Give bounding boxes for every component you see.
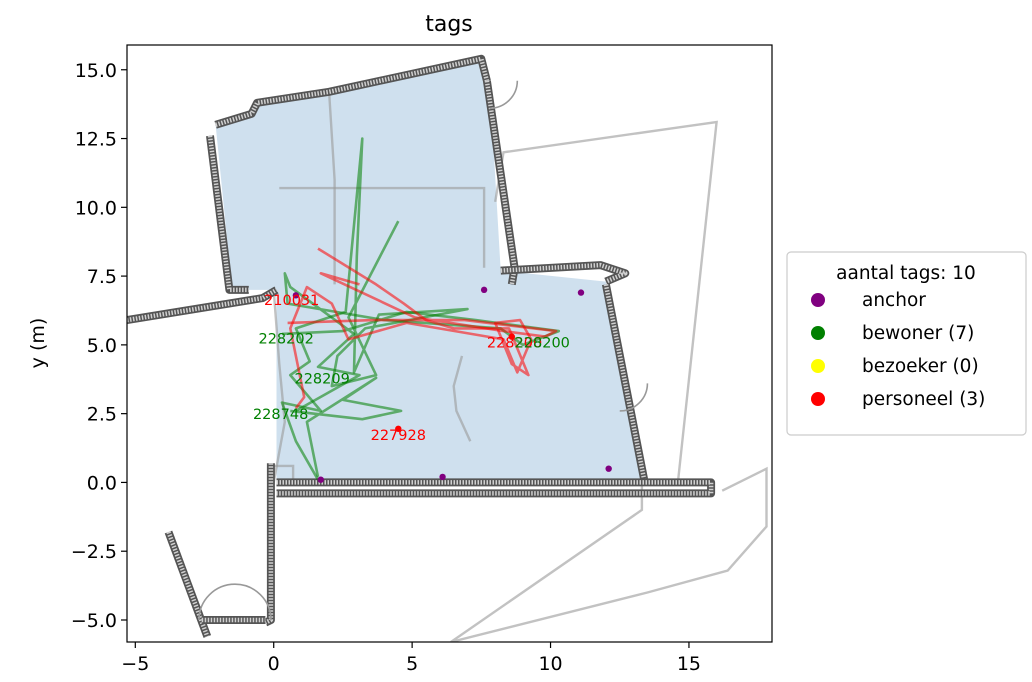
- wall-hatch: [276, 480, 714, 496]
- door-arc: [198, 583, 272, 620]
- walls: [127, 54, 716, 638]
- x-tick-label: 15: [677, 653, 701, 675]
- wall-hatch: [207, 135, 249, 293]
- y-tick-label: 0.0: [87, 472, 117, 494]
- track-bewoner-2: [290, 376, 403, 478]
- x-tick-label: 10: [538, 653, 562, 675]
- x-tick-label: 0: [268, 653, 280, 675]
- tag-label: 228200: [515, 336, 570, 352]
- y-tick-label: 15.0: [75, 60, 117, 82]
- track-bewoner-0: [280, 137, 469, 481]
- floor-area: [215, 58, 645, 483]
- legend-marker: [811, 326, 825, 340]
- anchor-point: [292, 292, 300, 299]
- anchor-point: [605, 465, 612, 472]
- track-personeel-4: [287, 271, 558, 338]
- x-tick-label: −5: [121, 653, 149, 675]
- tag-label: 228200: [487, 336, 542, 352]
- anchor-point: [439, 473, 446, 481]
- y-axis-label: y (m): [27, 318, 49, 369]
- room-outline: [270, 464, 295, 480]
- plot-frame: [126, 44, 773, 643]
- room-outline: [279, 186, 486, 268]
- anchor-point: [317, 476, 324, 483]
- room-outline: [452, 355, 472, 442]
- anchor-points: [292, 286, 612, 483]
- y-tick-label: −5.0: [71, 610, 117, 632]
- room-outline: [272, 289, 287, 483]
- legend: aantal tags: 10 anchor bewoner (7) bezoeke…: [786, 251, 1027, 436]
- y-tick-label: 7.5: [87, 266, 117, 288]
- y-tick-label: 12.5: [75, 129, 117, 151]
- legend-marker: [811, 359, 825, 373]
- track-personeel-3: [288, 247, 533, 409]
- wall-segment: [500, 261, 630, 286]
- y-tick-label: 2.5: [87, 404, 117, 426]
- door-arcs: [198, 80, 649, 620]
- tag-label: 210031: [264, 293, 319, 309]
- room-outline: [450, 466, 768, 642]
- legend-entry-label: anchor: [862, 290, 926, 311]
- door-arc: [619, 383, 649, 412]
- room-outline: [327, 91, 336, 285]
- floor-polygon: [215, 58, 645, 483]
- y-axis: −5.0 −2.5 0.0 2.5 5.0 7.5 10.0 12.5 15.0: [71, 60, 127, 632]
- wall-hatch: [603, 283, 647, 483]
- tag-labels: 210031 228202 228209 228748 227928 2282002282…: [253, 293, 570, 444]
- room-outlines: [270, 91, 768, 642]
- tag-label: 228748: [253, 407, 308, 423]
- tag-position-dot: [395, 425, 402, 432]
- legend-entry-label: bezoeker (0): [862, 356, 979, 377]
- legend-entry-label: personeel (3): [862, 389, 985, 410]
- legend-box: [786, 251, 1027, 436]
- tag-label: 228209: [294, 371, 349, 387]
- wall-hatch: [214, 56, 490, 127]
- wall-hatch: [264, 463, 274, 625]
- tag-tracks: [280, 137, 561, 481]
- anchor-point: [577, 289, 585, 296]
- door-arc: [489, 80, 519, 110]
- y-tick-label: −2.5: [71, 541, 117, 563]
- wall-hatch: [127, 287, 278, 323]
- legend-marker: [811, 293, 825, 307]
- legend-marker: [811, 392, 825, 406]
- legend-entry-label: bewoner (7): [862, 323, 974, 344]
- tag-label: 227928: [371, 428, 426, 444]
- chart-title: tags: [425, 12, 473, 37]
- tag-position-dot: [508, 333, 515, 340]
- legend-title: aantal tags: 10: [836, 263, 976, 284]
- x-axis: −5 0 5 10 15: [121, 642, 701, 675]
- anchor-point: [480, 286, 488, 294]
- plot-area: 210031 228202 228209 228748 227928 2282002282…: [71, 44, 773, 675]
- x-tick-label: 5: [406, 653, 418, 675]
- y-tick-label: 5.0: [87, 335, 117, 357]
- wall-segment: [164, 530, 212, 638]
- tag-label: 228202: [258, 332, 313, 348]
- wall-hatch: [166, 531, 210, 638]
- wall-segment: [127, 286, 279, 325]
- y-tick-label: 10.0: [75, 197, 117, 219]
